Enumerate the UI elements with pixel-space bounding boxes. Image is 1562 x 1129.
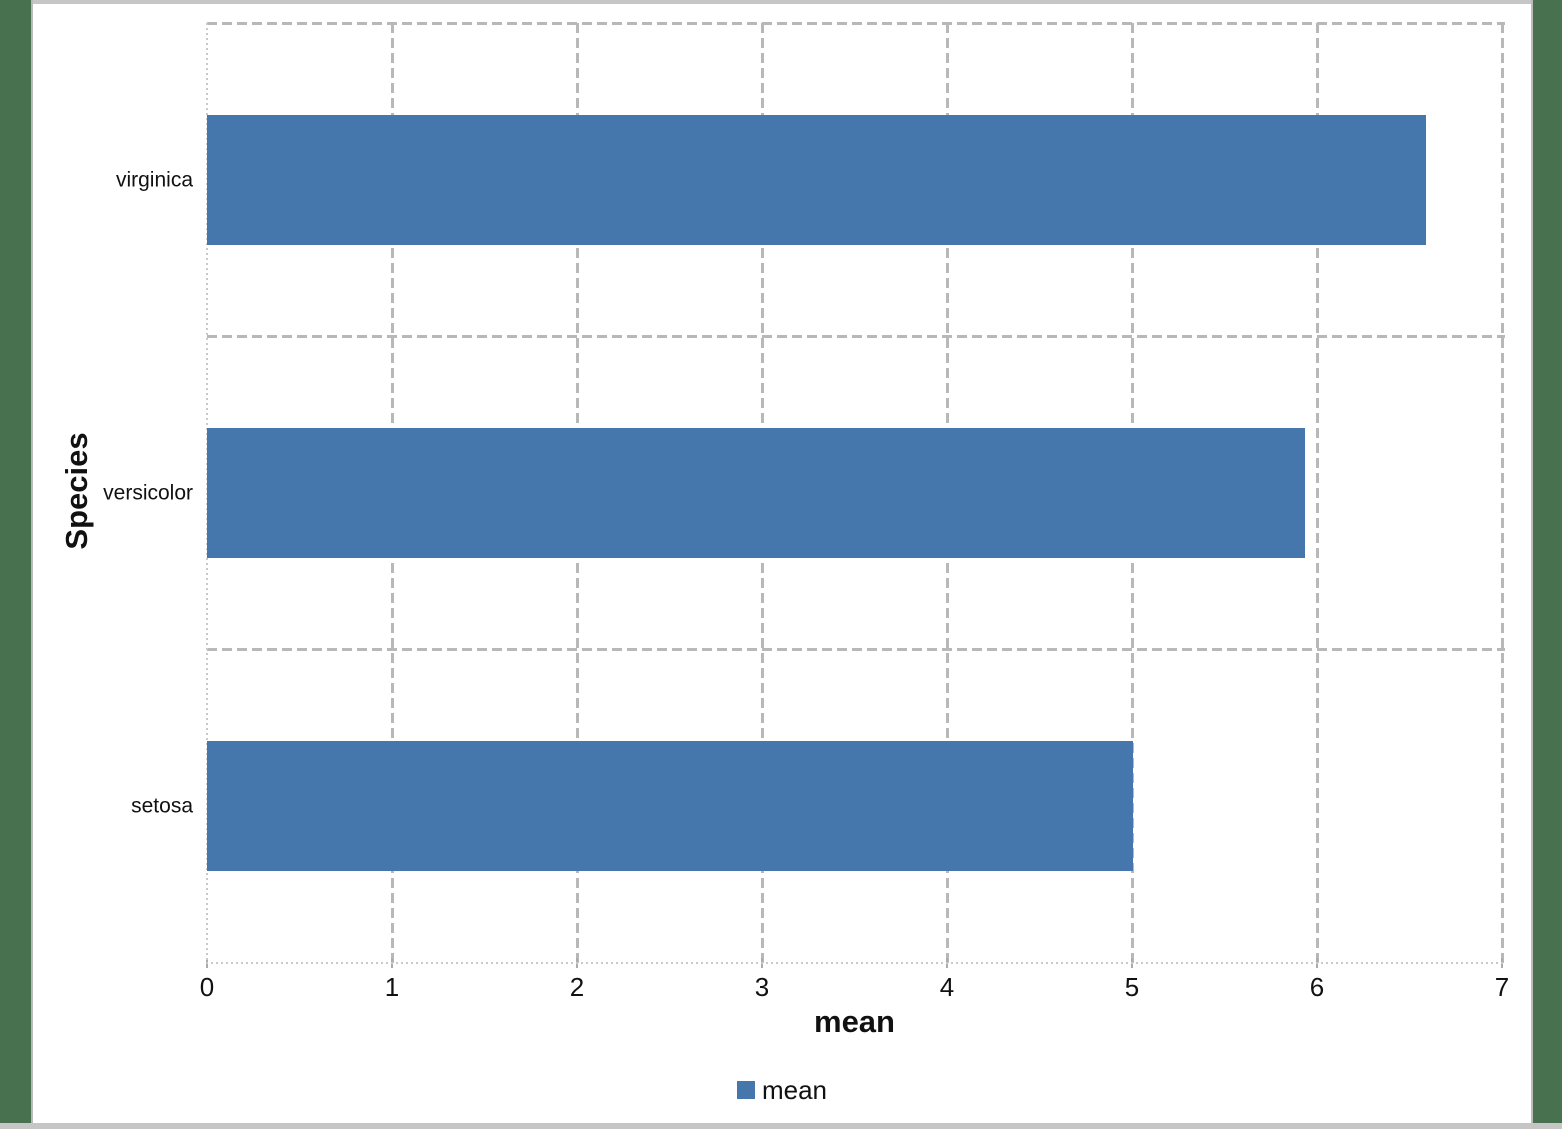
x-tick-label-7: 7 <box>1494 972 1510 1002</box>
x-axis-title: mean <box>814 1004 895 1039</box>
bar-virginica <box>207 114 1426 245</box>
x-axis-line <box>206 962 1505 964</box>
legend: mean <box>33 1077 1531 1103</box>
gridline-horizontal-0 <box>207 21 1505 25</box>
category-label-setosa: setosa <box>131 794 193 818</box>
page-frame-right <box>1531 0 1562 1123</box>
category-label-virginica: virginica <box>115 168 193 192</box>
gridline-vertical-7 <box>1500 23 1504 963</box>
category-label-versicolor: versicolor <box>103 481 193 505</box>
gridline-horizontal-2 <box>207 648 1505 652</box>
x-tick-label-0: 0 <box>199 972 215 1002</box>
page-frame-top <box>33 0 1531 4</box>
x-tick-label-6: 6 <box>1309 972 1325 1002</box>
gridline-horizontal-1 <box>207 334 1505 338</box>
x-tick-label-1: 1 <box>384 972 400 1002</box>
x-tick-label-5: 5 <box>1124 972 1140 1002</box>
y-axis-title: Species <box>59 432 94 550</box>
legend-label: mean <box>761 1075 828 1105</box>
page-frame-bottom <box>0 1123 1562 1129</box>
bar-versicolor <box>207 428 1306 558</box>
gridline-vertical-6 <box>1315 23 1319 963</box>
x-tick-label-4: 4 <box>939 972 955 1002</box>
bar-setosa <box>207 741 1134 872</box>
x-tick-label-3: 3 <box>754 972 770 1002</box>
legend-swatch-icon <box>736 1081 755 1099</box>
page-frame-left <box>0 0 33 1123</box>
x-tick-label-2: 2 <box>569 972 585 1002</box>
